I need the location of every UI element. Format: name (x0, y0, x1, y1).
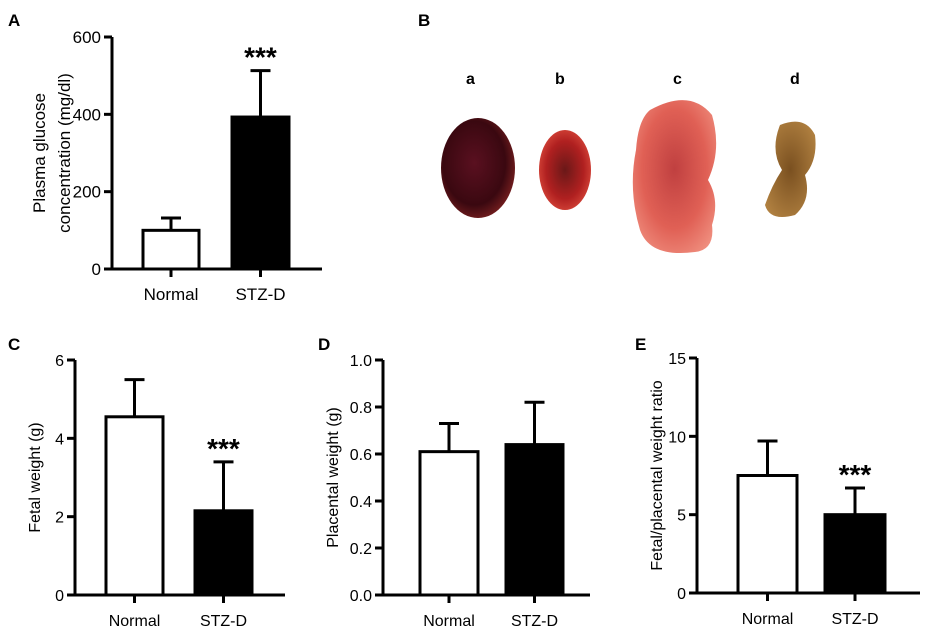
y-tick-label: 0.2 (350, 541, 372, 558)
x-tick-label: Normal (144, 285, 199, 304)
y-tick-label: 0 (92, 260, 101, 279)
chart-panel-a: A 0 200 400 600 Plasma glucose concentration (… (8, 11, 322, 304)
y-axis-label: concentration (mg/dl) (55, 73, 74, 233)
y-axis-label: Fetal/placental weight ratio (649, 380, 666, 570)
placenta-stzd-photo (539, 130, 591, 210)
x-tick-label: Normal (742, 611, 794, 628)
panel-label: E (635, 335, 646, 354)
x-tick-label: STZ-D (831, 611, 878, 628)
x-tick-label: STZ-D (200, 613, 247, 628)
y-tick-label: 1.0 (350, 353, 372, 370)
y-axis-label: Placental weight (g) (325, 407, 342, 548)
fetus-stzd-photo (765, 121, 816, 218)
photo-label-a: a (466, 71, 475, 88)
y-tick-label: 600 (73, 28, 101, 47)
photo-label-b: b (555, 71, 565, 88)
bar-stz-d (193, 509, 254, 597)
y-tick-label: 15 (668, 351, 686, 368)
x-tick-label: Normal (423, 613, 475, 628)
significance-marker: *** (839, 459, 872, 490)
y-tick-label: 5 (677, 508, 686, 525)
y-axis-label: Fetal weight (g) (27, 422, 44, 532)
placenta-normal-photo (441, 118, 515, 218)
y-tick-label: 0.0 (350, 588, 372, 605)
panel-b: B a b c d (418, 11, 816, 254)
significance-marker: *** (207, 433, 240, 464)
panel-label: B (418, 11, 430, 30)
bar-normal (104, 415, 165, 597)
y-tick-label: 6 (55, 353, 64, 370)
y-tick-label: 200 (73, 183, 101, 202)
panel-label: C (8, 335, 20, 354)
panel-label: A (8, 11, 20, 30)
y-tick-label: 2 (55, 510, 64, 527)
x-tick-label: STZ-D (511, 613, 558, 628)
y-tick-label: 0.4 (350, 494, 372, 511)
x-tick-label: STZ-D (235, 285, 285, 304)
y-tick-label: 0.6 (350, 447, 372, 464)
chart-panel-d: D 0.0 0.2 0.4 0.6 0.8 1.0 Placental weight (g) N… (318, 335, 590, 628)
bar-normal (418, 450, 480, 597)
y-tick-label: 0 (677, 586, 686, 603)
y-tick-label: 0 (55, 588, 64, 605)
bar-stz-d (230, 115, 291, 271)
significance-marker: *** (244, 42, 277, 73)
y-tick-label: 4 (55, 431, 64, 448)
chart-panel-c: C 0 2 4 6 Fetal weight (g) Normal STZ-D *** (8, 335, 285, 628)
y-axis-label: Plasma glucose (30, 93, 49, 213)
photo-label-d: d (790, 71, 800, 88)
bar-normal (736, 474, 799, 595)
panel-label: D (318, 335, 330, 354)
bar-stz-d (823, 513, 887, 595)
y-tick-label: 0.8 (350, 400, 372, 417)
fetus-normal-photo (632, 100, 717, 254)
y-tick-label: 10 (668, 429, 686, 446)
x-tick-label: Normal (109, 613, 161, 628)
photo-label-c: c (673, 71, 682, 88)
bar-normal (141, 228, 201, 271)
bar-stz-d (504, 443, 565, 597)
y-tick-label: 400 (73, 105, 101, 124)
